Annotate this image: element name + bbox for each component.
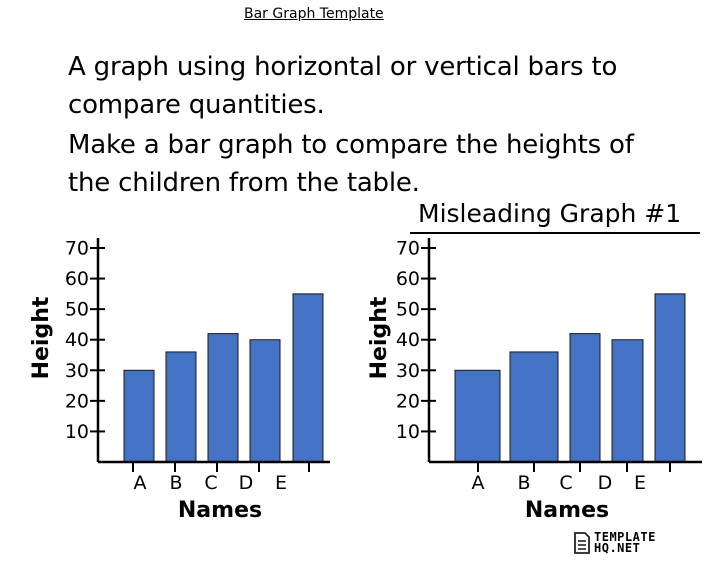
definition-line-1: A graph using horizontal or vertical bar… [68,52,618,82]
chart-1-bar [165,351,197,463]
definition-line-2: compare quantities. [68,90,325,120]
logo-line-1: TEMPLATE [594,530,656,544]
chart-2-category-label: E [634,472,646,494]
instruction-line-1: Make a bar graph to compare the heights … [68,130,634,160]
chart-1-y-tick-label: 50 [65,299,89,321]
chart-2-bar [569,333,601,463]
chart-2-bar [454,369,501,463]
chart-2-y-tick-label: 40 [396,329,420,351]
instruction-text: Make a bar graph to compare the heights … [68,126,634,202]
chart-2-y-tick-label: 60 [396,268,420,290]
chart-1-bar [292,293,324,463]
chart-2-bar [654,293,686,463]
chart-2-title: Misleading Graph #1 [418,199,682,228]
chart-1-bar [123,369,155,463]
chart-1-y-tick-label: 60 [65,268,89,290]
chart-2-y-tick-label: 20 [396,390,420,412]
logo-text: TEMPLATE HQ.NET [594,530,656,555]
chart-2-category-label: D [598,472,613,494]
chart-2-y-tick-label: 30 [396,360,420,382]
chart-2-y-axis-title: Height [367,296,392,379]
chart-2-category-label: B [517,472,530,494]
chart-2-bar [509,351,559,463]
chart-1-category-label: E [275,472,287,494]
page-title: Bar Graph Template [244,6,384,22]
chart-2-category-label: C [559,472,572,494]
chart-1-category-label: A [134,472,147,494]
chart-1-bar [249,339,281,463]
chart-1-category-label: B [169,472,182,494]
chart-2-y-tick-label: 70 [396,238,420,260]
chart-1-y-tick-label: 20 [65,390,89,412]
chart-1-x-axis-title: Names [178,498,262,523]
chart-1-y-tick-label: 10 [65,421,89,443]
chart-2-bar [611,339,644,463]
chart-2-title-underline [410,232,700,234]
chart-2-y-tick-label: 50 [396,299,420,321]
definition-text: A graph using horizontal or vertical bar… [68,48,617,124]
instruction-line-2: the children from the table. [68,168,420,198]
logo-line-2: HQ.NET [594,541,641,555]
chart-1-y-tick-label: 30 [65,360,89,382]
chart-2-x-axis-title: Names [525,498,609,523]
chart-1-y-axis-title: Height [29,296,54,379]
chart-1-y-tick-label: 70 [65,238,89,260]
chart-2-y-tick-label: 10 [396,421,420,443]
templatehq-logo: TEMPLATE HQ.NET [573,530,656,555]
chart-1-category-label: C [204,472,217,494]
document-icon [574,532,590,554]
chart-1-bar [207,333,239,463]
chart-1-y-tick-label: 40 [65,329,89,351]
chart-2-category-label: A [472,472,485,494]
chart-1-category-label: D [239,472,254,494]
